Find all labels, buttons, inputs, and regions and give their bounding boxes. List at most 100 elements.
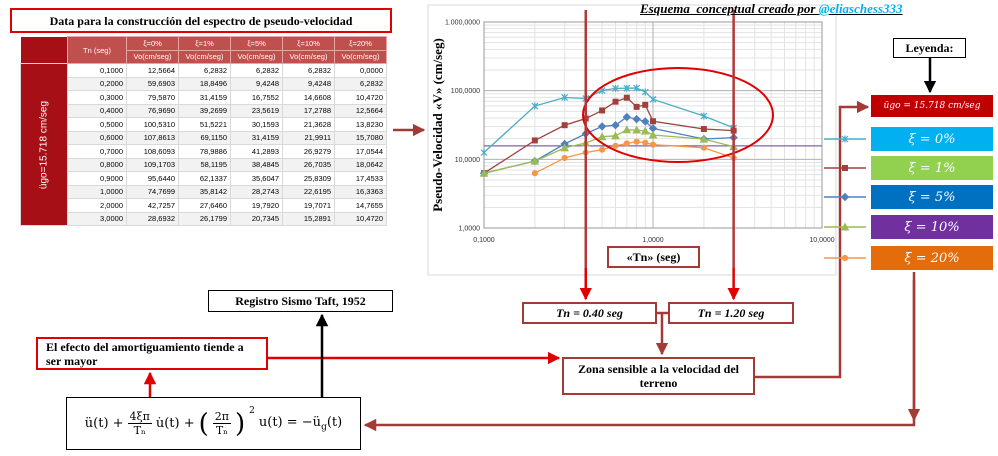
table-cell: 78,9886	[178, 144, 231, 159]
legend-item: ξ = 1%	[871, 156, 993, 180]
point	[840, 222, 850, 231]
eq-paren: )	[235, 408, 246, 439]
highlight-ellipse	[582, 67, 774, 163]
point	[622, 112, 632, 122]
data-table: Tn (seg) ξ=0% ξ=1% ξ=5% ξ=10% ξ=20% Vo(cm/seg)…	[20, 36, 387, 226]
point	[840, 192, 850, 202]
table-cell: 38,4845	[230, 157, 283, 172]
header-cell: ξ=10%	[282, 36, 335, 51]
tn-low: Tn = 0.40 seg	[522, 302, 657, 324]
corner	[20, 36, 68, 64]
table-cell: 0,9000	[67, 171, 127, 186]
table-cell: 109,1703	[126, 157, 179, 172]
table-row: 0,4000 76,9690 39,2699 23,5619 17,2788 12,566…	[21, 103, 387, 118]
point	[612, 142, 619, 149]
table-cell: 16,3363	[334, 184, 387, 199]
table-row: 0,2000 59,6903 18,8496 9,4248 9,4248 6,2832	[21, 76, 387, 91]
header-cell: ξ=5%	[230, 36, 283, 51]
table-cell: 28,2743	[230, 184, 283, 199]
table-cell: 41,2893	[230, 144, 283, 159]
series-line	[483, 96, 734, 174]
table-cell: 6,2832	[178, 63, 231, 78]
point	[612, 84, 619, 92]
point	[700, 112, 708, 120]
eq-frac: 4ξπ Tₙ	[127, 410, 152, 437]
table-cell: 26,1799	[178, 211, 231, 226]
eq-den: Tₙ	[215, 424, 228, 437]
x-axis-label: «Tn» (seg)	[607, 246, 700, 268]
y-tick-label: 10,0000	[455, 157, 480, 164]
point	[642, 101, 649, 108]
legend-item: ξ = 0%	[871, 127, 993, 151]
x-tick-label: 10,0000	[809, 237, 834, 244]
table-cell: 58,1195	[178, 157, 231, 172]
x-tick-label: 1,0000	[642, 237, 664, 244]
tn-high: Tn = 1.20 seg	[668, 302, 794, 324]
eq-sub: g	[321, 422, 327, 433]
table-cell: 3,0000	[67, 211, 127, 226]
table-row: 0,3000 79,5870 31,4159 16,7552 14,6608 10,472…	[21, 90, 387, 105]
header-cell: Vo(cm/seg)	[282, 49, 335, 64]
legend-icons	[824, 135, 866, 262]
table-cell: 30,1593	[230, 117, 283, 132]
table-cell: 107,8613	[126, 130, 179, 145]
table-cell: 15,7080	[334, 130, 387, 145]
y-tick-label: 1.000,0000	[445, 20, 480, 27]
table-cell: 76,9690	[126, 103, 179, 118]
table-cell: 108,6093	[126, 144, 179, 159]
table-cell: 15,2891	[282, 211, 335, 226]
table-cell: 35,6047	[230, 171, 283, 186]
table-cell: 6,2832	[334, 76, 387, 91]
table-cell: 0,3000	[67, 90, 127, 105]
eq-term: ü(t) +	[84, 416, 124, 431]
point	[632, 125, 641, 134]
table-cell: 2,0000	[67, 198, 127, 213]
header-cell: ξ=0%	[126, 36, 179, 51]
table-cell: 19,7071	[282, 198, 335, 213]
table-cell: 18,0642	[334, 157, 387, 172]
series-line	[483, 129, 734, 174]
point	[700, 126, 707, 133]
table-cell: 31,4159	[230, 130, 283, 145]
table-cell: 6,2832	[230, 63, 283, 78]
point	[623, 84, 631, 92]
y-tick-label: 1,0000	[459, 226, 481, 233]
point	[611, 131, 620, 140]
point	[700, 144, 707, 151]
credit-text: Esquema conceptual creado por	[640, 1, 819, 16]
table-cell: 42,7257	[126, 198, 179, 213]
header-cell: Vo(cm/seg)	[230, 49, 283, 64]
point	[622, 125, 632, 134]
header-cell: Vo(cm/seg)	[334, 49, 387, 64]
table-cell: 26,9279	[282, 144, 335, 159]
side-label: ügo=15.718 cm/seg	[38, 100, 50, 189]
table-row: 0,5000 100,5310 51,5221 30,1593 21,3628 13,82…	[21, 117, 387, 132]
point	[530, 156, 540, 165]
eq-term: u̇(t) +	[155, 416, 195, 431]
point	[531, 137, 538, 144]
table-cell: 0,6000	[67, 130, 127, 145]
point	[640, 126, 650, 135]
x-tick-label: 0,1000	[473, 237, 495, 244]
point	[531, 170, 538, 177]
table-cell: 0,7000	[67, 144, 127, 159]
record-box: Registro Sismo Taft, 1952	[208, 290, 393, 312]
damping-box: El efecto del amortiguamiento tiende a s…	[36, 337, 268, 370]
credit-handle[interactable]: @eliaschess333	[818, 1, 903, 16]
table-cell: 10,4720	[334, 211, 387, 226]
table-row: 3,0000 28,6932 26,1799 20,7345 15,2891 10,472…	[21, 211, 387, 226]
point	[479, 168, 489, 177]
eq-term: u(t) = −ü	[258, 414, 322, 430]
table-cell: 12,5664	[334, 103, 387, 118]
table-row: 0,9000 95,6440 62,1337 35,6047 25,8309 17,453…	[21, 171, 387, 186]
legend-item: ξ = 10%	[871, 215, 993, 239]
point	[632, 114, 641, 124]
point	[641, 117, 650, 126]
point	[633, 138, 640, 145]
point	[561, 154, 568, 162]
table-cell: 51,5221	[178, 117, 231, 132]
point	[623, 140, 630, 147]
legend-item: ξ = 5%	[871, 185, 993, 209]
point	[649, 95, 657, 103]
point	[842, 165, 848, 171]
